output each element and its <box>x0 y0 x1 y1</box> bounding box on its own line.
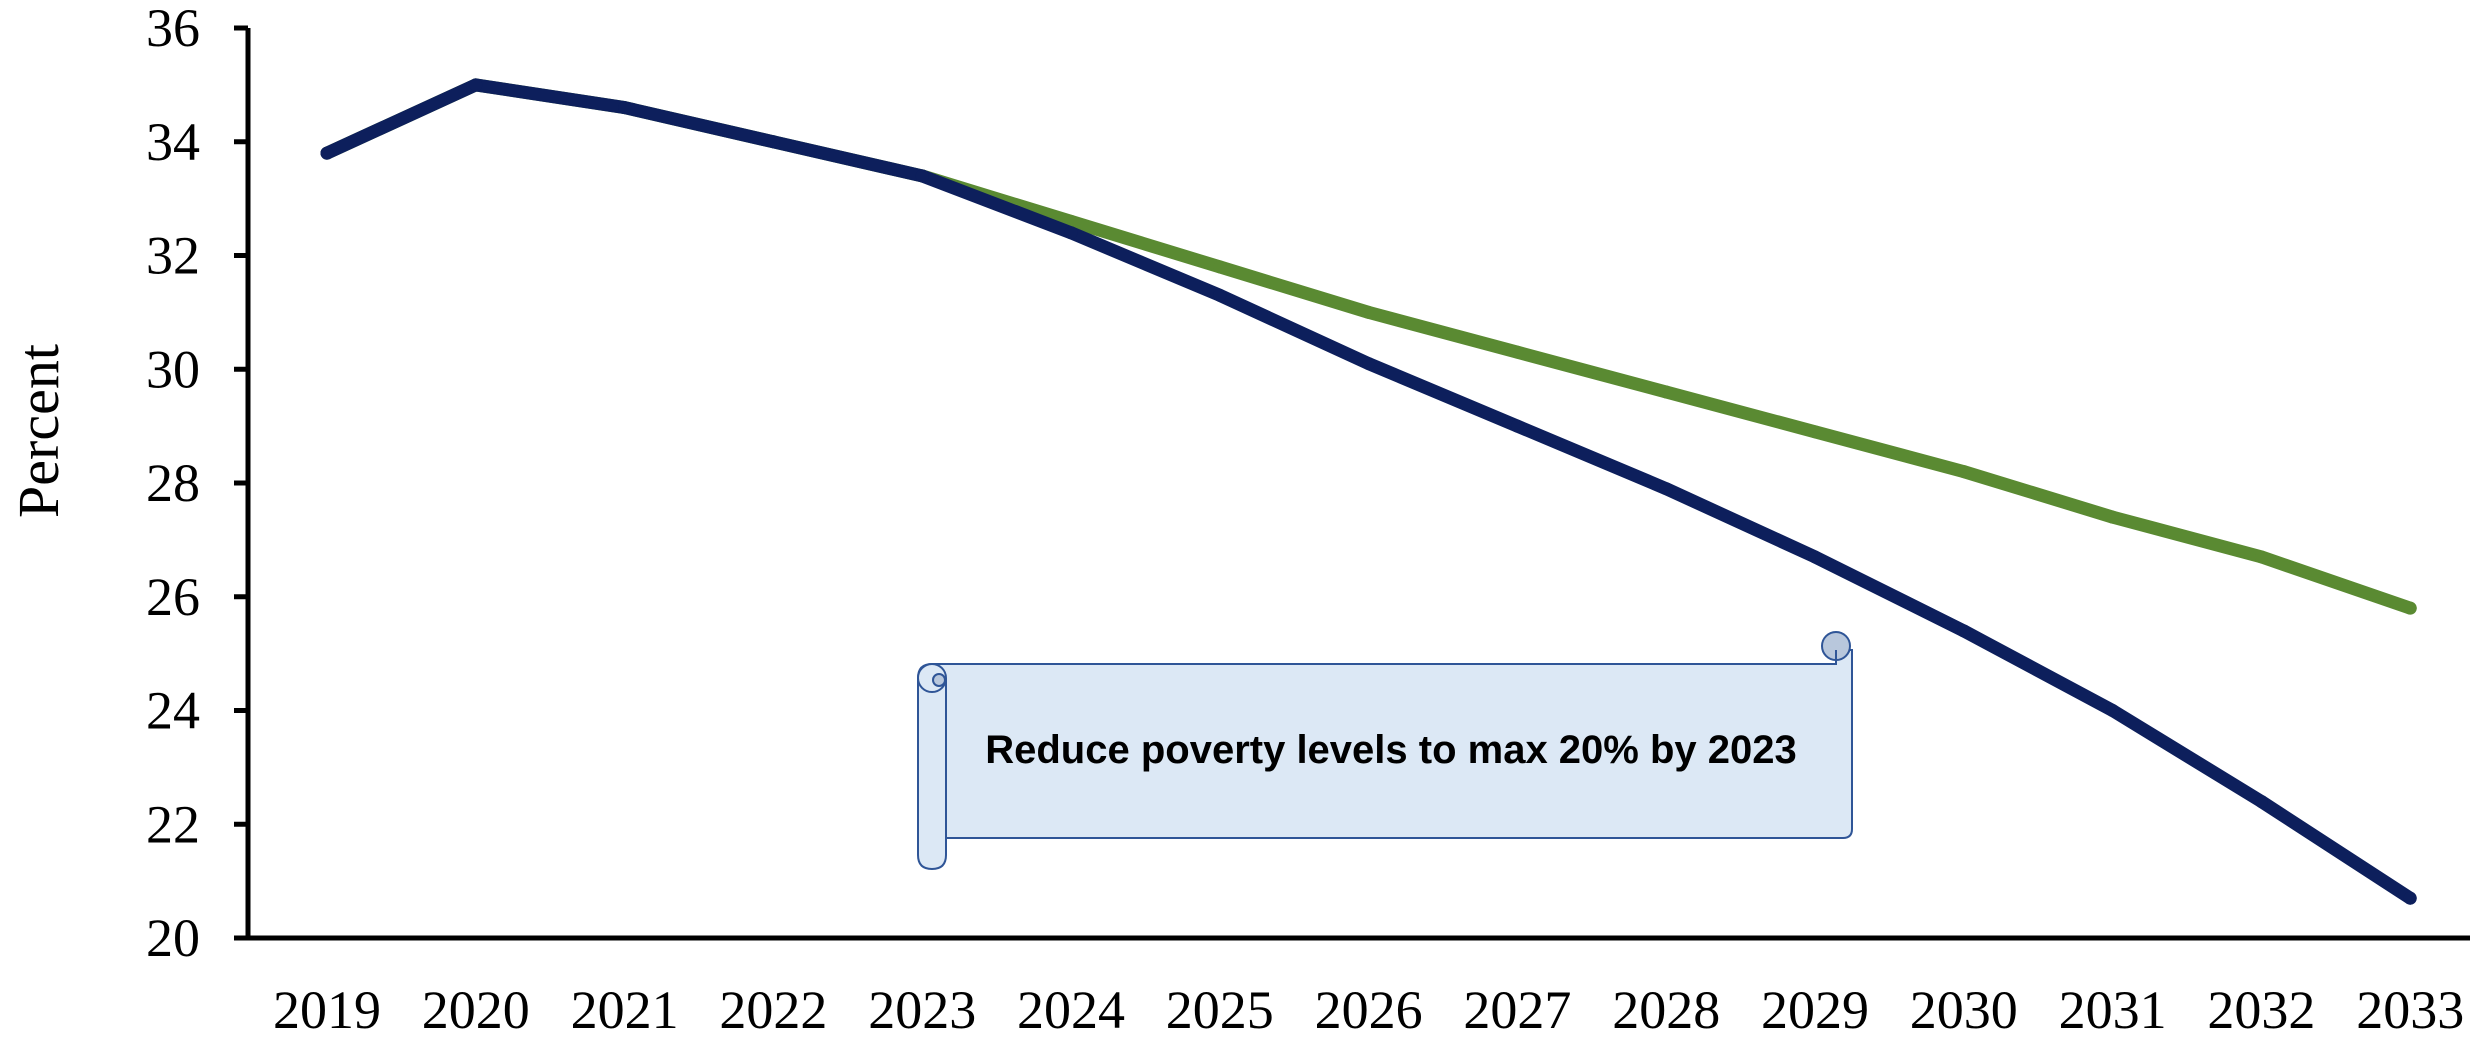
series-1-point <box>1213 260 1227 274</box>
series-2-point <box>618 101 632 115</box>
y-tick-label: 32 <box>146 226 200 286</box>
series-1-point <box>1362 305 1376 319</box>
x-tick-label: 2031 <box>2059 980 2167 1038</box>
y-axis-title: Percent <box>6 344 71 518</box>
series-2-point <box>915 169 929 183</box>
y-tick-label: 20 <box>146 908 200 968</box>
series-1-point <box>2254 550 2268 564</box>
series-1-point <box>1510 345 1524 359</box>
x-tick-label: 2020 <box>422 980 530 1038</box>
x-tick-label: 2029 <box>1761 980 1869 1038</box>
y-tick-label: 22 <box>146 794 200 854</box>
y-tick-label: 30 <box>146 339 200 399</box>
y-ticks: 20 22 24 26 28 30 32 34 36 <box>146 0 248 968</box>
series-1-point <box>2403 601 2417 615</box>
x-tick-label: 2028 <box>1612 980 1720 1038</box>
series <box>320 78 2417 905</box>
y-tick-label: 36 <box>146 0 200 58</box>
series-2-point <box>1659 482 1673 496</box>
series-2-point <box>469 78 483 92</box>
y-tick-label: 26 <box>146 567 200 627</box>
series-1-point <box>2106 510 2120 524</box>
series-2-point <box>1064 226 1078 240</box>
annotation-text: Reduce poverty levels to max 20% by 2023 <box>985 728 1797 772</box>
series-2-point <box>1957 624 1971 638</box>
x-ticks: 2019 2020 2021 2022 2023 2024 2025 2026 2027 2028… <box>273 980 2464 1038</box>
x-tick-label: 2021 <box>571 980 679 1038</box>
x-tick-label: 2023 <box>868 980 976 1038</box>
annotation-banner: Reduce poverty levels to max 20% by 2023 <box>917 631 1853 871</box>
series-2-point <box>2403 891 2417 905</box>
x-tick-label: 2030 <box>1910 980 2018 1038</box>
x-tick-label: 2019 <box>273 980 381 1038</box>
series-2-point <box>320 146 334 160</box>
x-tick-label: 2027 <box>1463 980 1571 1038</box>
series-2-point <box>2254 795 2268 808</box>
series-2-point <box>1362 357 1376 371</box>
x-tick-label: 2026 <box>1315 980 1423 1038</box>
series-2-point <box>1808 550 1822 564</box>
series-2-point <box>766 135 780 149</box>
x-tick-label: 2024 <box>1017 980 1125 1038</box>
y-tick-label: 24 <box>146 681 200 741</box>
x-tick-label: 2025 <box>1166 980 1274 1038</box>
series-line-1 <box>320 78 2417 615</box>
x-tick-label: 2022 <box>719 980 827 1038</box>
y-tick-label: 34 <box>146 112 200 172</box>
x-tick-label: 2033 <box>2356 980 2464 1038</box>
series-1-point <box>1659 385 1673 399</box>
series-2-point <box>1510 419 1524 433</box>
series-1-point <box>1957 465 1971 479</box>
series-2-point <box>2106 704 2120 717</box>
y-tick-label: 28 <box>146 453 200 513</box>
series-2-point <box>1213 288 1227 302</box>
series-1-point <box>1808 425 1822 439</box>
banner-curl-left-inner <box>932 673 946 687</box>
x-tick-label: 2032 <box>2207 980 2315 1038</box>
